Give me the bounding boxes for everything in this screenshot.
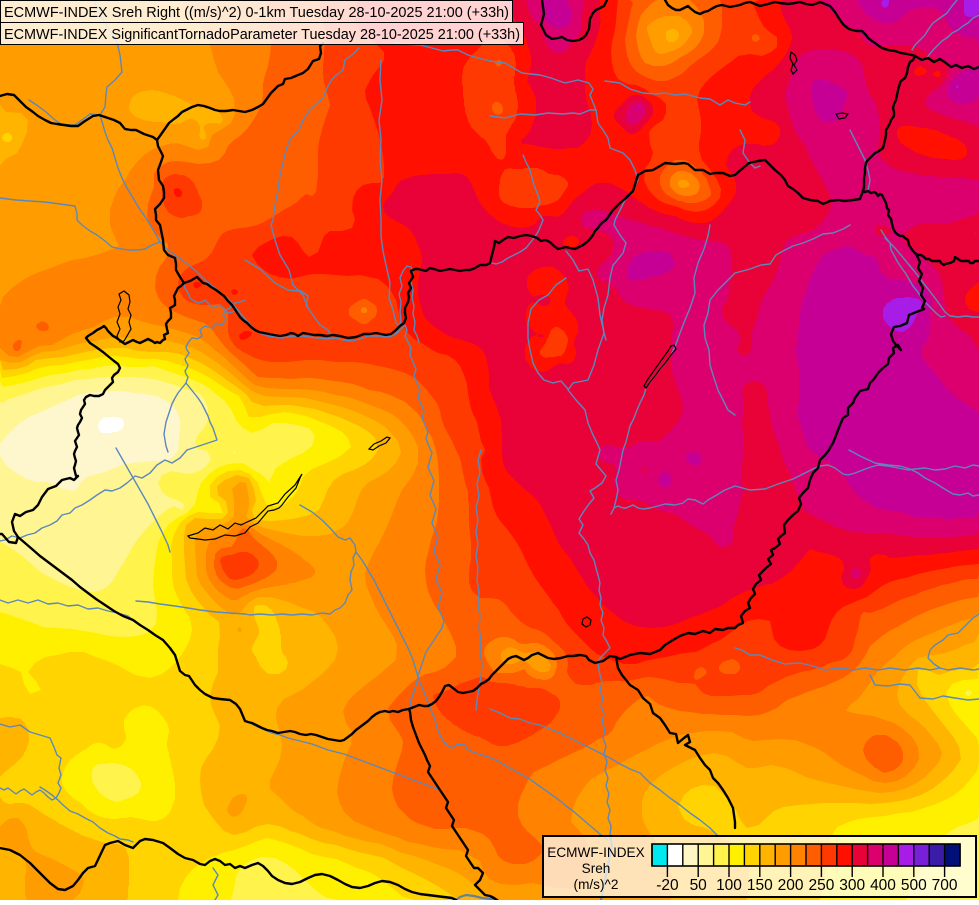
svg-text:250: 250	[808, 877, 834, 894]
svg-text:Sreh: Sreh	[582, 861, 611, 876]
svg-text:300: 300	[839, 877, 865, 894]
svg-text:ECMWF-INDEX Sreh Right ((m/s)^: ECMWF-INDEX Sreh Right ((m/s)^2) 0-1km T…	[4, 4, 509, 21]
svg-text:400: 400	[870, 877, 896, 894]
svg-text:100: 100	[716, 877, 742, 894]
svg-text:700: 700	[932, 877, 958, 894]
svg-text:-20: -20	[656, 877, 679, 894]
svg-text:ECMWF-INDEX: ECMWF-INDEX	[547, 845, 644, 860]
svg-text:50: 50	[690, 877, 708, 894]
svg-text:150: 150	[747, 877, 773, 894]
svg-text:ECMWF-INDEX SignificantTornado: ECMWF-INDEX SignificantTornadoParameter …	[4, 26, 520, 43]
svg-text:500: 500	[901, 877, 927, 894]
svg-text:(m/s)^2: (m/s)^2	[574, 877, 619, 892]
svg-text:200: 200	[778, 877, 804, 894]
